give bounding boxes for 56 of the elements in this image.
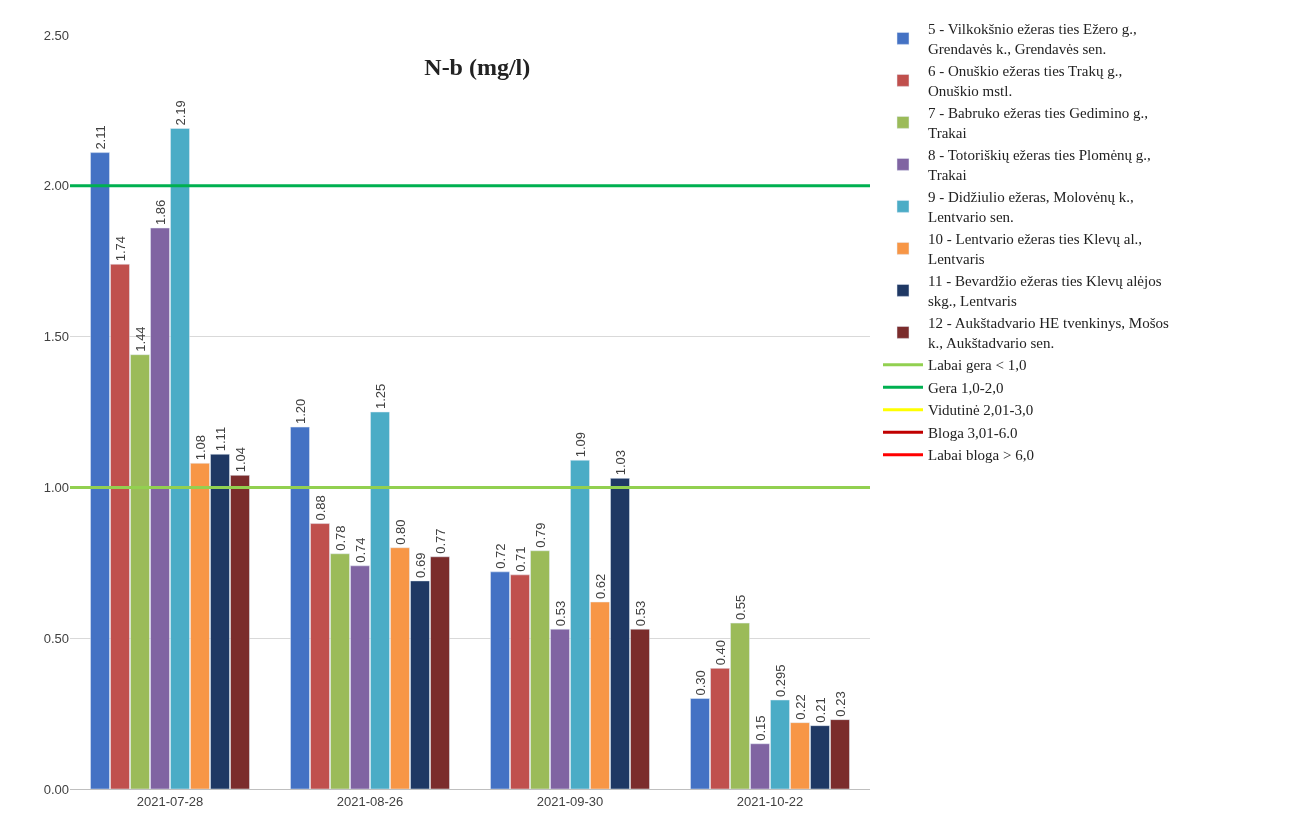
data-label: 1.20 — [292, 398, 308, 425]
data-label: 0.71 — [512, 546, 528, 572]
legend-label: Labai bloga > 6,0 — [928, 447, 1034, 464]
data-label: 0.53 — [632, 600, 648, 627]
y-tick-label: 0.50 — [43, 630, 69, 646]
legend-label: 8 - Totoriškių ežeras ties Plomėnų g., Trakai — [928, 147, 1151, 183]
data-label: 0.74 — [352, 537, 368, 563]
y-tick-label: 2.50 — [43, 27, 69, 43]
data-label: 2.19 — [172, 100, 188, 126]
data-label: 0.88 — [312, 495, 328, 521]
legend-label: Vidutinė 2,01-3,0 — [928, 402, 1034, 419]
data-label: 0.79 — [532, 522, 548, 548]
data-label: 1.03 — [612, 450, 628, 476]
x-tick-label: 2021-08-26 — [336, 793, 404, 809]
y-tick-label: 1.50 — [43, 329, 69, 345]
data-label: 0.62 — [592, 573, 608, 600]
legend-label: 6 - Onuškio ežeras ties Trakų g., Onuškio mstl. — [928, 63, 1123, 99]
legend-label: 12 - Aukštadvario HE tvenkinys, Mošos k., Aukštadvario sen. — [928, 315, 1169, 351]
data-label: 0.55 — [732, 594, 748, 621]
y-tick-label: 1.00 — [43, 479, 69, 495]
y-tick-label: 2.00 — [43, 178, 69, 194]
data-label: 1.25 — [372, 383, 388, 409]
legend-label: 7 - Babruko ežeras ties Gedimino g., Trakai — [928, 105, 1148, 141]
data-label: 1.86 — [152, 199, 168, 226]
data-label: 1.09 — [572, 431, 588, 458]
data-label: 1.08 — [192, 434, 208, 461]
x-tick-label: 2021-10-22 — [736, 793, 804, 809]
data-label: 0.80 — [392, 519, 408, 545]
legend-label: Gera 1,0-2,0 — [928, 379, 1004, 396]
legend-label: Labai gera < 1,0 — [928, 357, 1027, 374]
data-label: 0.78 — [332, 525, 348, 551]
data-label: 0.15 — [752, 715, 768, 741]
legend-label: 11 - Bevardžio ežeras ties Klevų alėjos skg., Lentvaris — [928, 273, 1162, 309]
data-label: 0.53 — [552, 600, 568, 627]
legend-label: Bloga 3,01-6.0 — [928, 424, 1018, 441]
data-label: 1.11 — [212, 426, 228, 452]
data-label: 0.72 — [492, 543, 508, 569]
data-label: 0.23 — [832, 691, 848, 717]
data-label: 0.22 — [792, 694, 808, 720]
data-label: 1.44 — [132, 326, 148, 352]
data-label: 0.295 — [772, 664, 788, 698]
data-label: 2.11 — [92, 125, 108, 150]
x-tick-label: 2021-07-28 — [136, 793, 204, 809]
legend-label: 5 - Vilkokšnio ežeras ties Ežero g., Grendavės k., Grendavės sen. — [928, 21, 1137, 57]
data-label: 1.74 — [112, 235, 128, 262]
data-label: 1.04 — [232, 447, 248, 473]
y-tick-label: 0.00 — [43, 781, 69, 797]
data-label: 0.69 — [412, 552, 428, 578]
legend-label: 10 - Lentvario ežeras ties Klevų al., Lentvaris — [928, 231, 1143, 267]
legend-label: 9 - Didžiulio ežeras, Molovėnų k., Lentvario sen. — [928, 189, 1134, 225]
x-tick-label: 2021-09-30 — [536, 793, 604, 809]
data-label: 0.77 — [432, 528, 448, 554]
text: N-b (mg/l) — [424, 53, 531, 80]
data-label: 0.30 — [692, 670, 708, 696]
data-label: 0.40 — [712, 640, 728, 666]
data-label: 0.21 — [812, 697, 828, 723]
